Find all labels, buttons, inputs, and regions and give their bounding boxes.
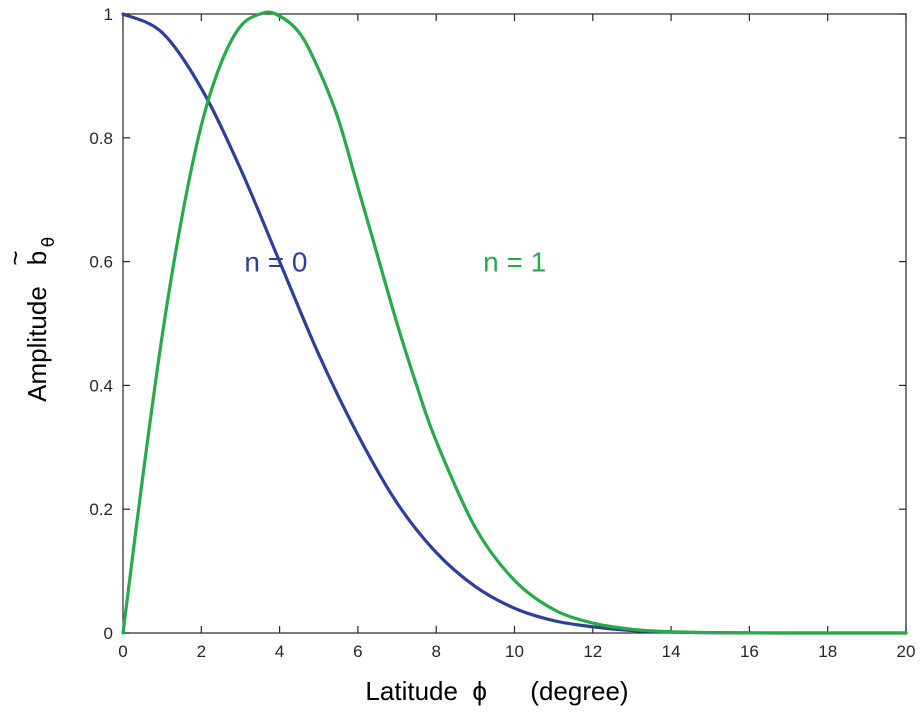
x-tick-label: 12 [583,642,602,661]
y-axis-title-text: Amplitude [22,286,52,402]
x-tick-label: 6 [353,642,362,661]
x-tick-label: 20 [897,642,916,661]
y-tick-label: 0 [104,624,113,643]
y-tick-label: 0.2 [89,500,113,519]
x-axis-title: Latitude ϕ (degree) [365,676,628,706]
y-tick-label: 0.4 [89,376,113,395]
x-tick-label: 18 [818,642,837,661]
y-tick-label: 0.6 [89,253,113,272]
y-tick-label: 0.8 [89,129,113,148]
y-axis-title-tilde: ~ [0,250,30,265]
plot-area [122,13,907,634]
x-tick-label: 14 [662,642,681,661]
series-label-n0: n = 0 [244,246,307,277]
x-tick-label: 4 [275,642,284,661]
series-lines [121,10,908,635]
x-tick-label: 8 [431,642,440,661]
y-axis-title-subscript: θ [39,237,59,247]
plot-frame [122,13,907,634]
x-tick-label: 10 [505,642,524,661]
annotations: n = 0 n = 1 [244,246,546,277]
x-tick-label: 2 [197,642,206,661]
series-line-n1 [121,10,908,635]
series-label-n1: n = 1 [483,246,546,277]
x-tick-label: 0 [118,642,127,661]
x-tick-label: 16 [740,642,759,661]
y-axis-title: Amplitude b ~ θ [0,237,59,402]
y-tick-label: 1 [104,5,113,24]
y-axis-title-symbol: b [22,251,52,265]
